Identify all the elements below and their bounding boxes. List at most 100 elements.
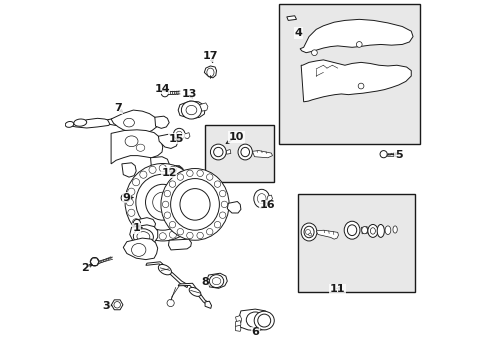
Text: 15: 15 xyxy=(168,134,183,144)
Ellipse shape xyxy=(149,231,156,238)
Polygon shape xyxy=(104,259,106,261)
Ellipse shape xyxy=(221,201,227,208)
Ellipse shape xyxy=(127,209,135,216)
Polygon shape xyxy=(129,225,158,245)
Polygon shape xyxy=(168,239,191,250)
Polygon shape xyxy=(109,257,111,259)
Ellipse shape xyxy=(169,231,176,238)
Ellipse shape xyxy=(169,221,175,228)
Ellipse shape xyxy=(125,163,200,241)
Text: 16: 16 xyxy=(260,200,275,210)
Ellipse shape xyxy=(346,225,356,235)
Ellipse shape xyxy=(167,300,174,307)
Polygon shape xyxy=(111,300,122,310)
Polygon shape xyxy=(393,153,394,155)
Ellipse shape xyxy=(206,68,214,77)
Ellipse shape xyxy=(74,119,86,126)
Polygon shape xyxy=(135,218,155,231)
Ellipse shape xyxy=(125,136,138,147)
Ellipse shape xyxy=(169,166,182,177)
Ellipse shape xyxy=(367,225,377,237)
Polygon shape xyxy=(238,309,271,330)
Ellipse shape xyxy=(159,233,166,240)
Ellipse shape xyxy=(176,131,182,137)
Polygon shape xyxy=(150,157,169,171)
Ellipse shape xyxy=(178,226,185,233)
Text: 5: 5 xyxy=(394,150,402,160)
Ellipse shape xyxy=(177,174,183,180)
Ellipse shape xyxy=(140,226,146,233)
Polygon shape xyxy=(158,134,178,148)
Polygon shape xyxy=(178,101,204,118)
Ellipse shape xyxy=(190,188,197,195)
Ellipse shape xyxy=(213,147,223,157)
Polygon shape xyxy=(301,60,410,102)
Ellipse shape xyxy=(190,209,197,216)
Text: 7: 7 xyxy=(114,103,122,113)
Ellipse shape xyxy=(164,190,170,197)
Ellipse shape xyxy=(305,229,310,234)
Ellipse shape xyxy=(257,314,270,327)
Polygon shape xyxy=(394,153,396,155)
Text: 8: 8 xyxy=(201,277,208,287)
Text: 6: 6 xyxy=(251,327,259,337)
Ellipse shape xyxy=(123,118,134,127)
Ellipse shape xyxy=(180,189,210,220)
Text: 12: 12 xyxy=(161,168,177,178)
Polygon shape xyxy=(177,91,179,95)
Polygon shape xyxy=(123,238,158,260)
Ellipse shape xyxy=(186,170,193,176)
Ellipse shape xyxy=(210,144,226,160)
Ellipse shape xyxy=(121,194,129,202)
Polygon shape xyxy=(286,16,296,21)
Polygon shape xyxy=(235,316,241,323)
Polygon shape xyxy=(316,230,338,239)
Ellipse shape xyxy=(132,219,140,226)
Polygon shape xyxy=(69,118,112,128)
Ellipse shape xyxy=(161,168,228,240)
Ellipse shape xyxy=(161,90,168,97)
Ellipse shape xyxy=(90,257,99,266)
Ellipse shape xyxy=(169,181,175,187)
Ellipse shape xyxy=(145,184,180,220)
Ellipse shape xyxy=(361,226,367,234)
Text: 13: 13 xyxy=(181,89,196,99)
Polygon shape xyxy=(169,166,183,177)
Ellipse shape xyxy=(369,228,375,234)
Bar xyxy=(278,4,419,144)
Ellipse shape xyxy=(197,232,203,239)
Ellipse shape xyxy=(206,229,212,235)
Polygon shape xyxy=(235,320,241,327)
Polygon shape xyxy=(266,195,272,202)
Ellipse shape xyxy=(65,121,74,127)
Ellipse shape xyxy=(159,165,166,172)
Text: 1: 1 xyxy=(132,224,140,233)
Ellipse shape xyxy=(178,171,185,178)
Ellipse shape xyxy=(133,229,153,244)
Ellipse shape xyxy=(379,150,386,158)
Text: 2: 2 xyxy=(81,263,89,273)
Polygon shape xyxy=(184,133,190,139)
Polygon shape xyxy=(386,153,388,156)
Ellipse shape xyxy=(173,129,184,140)
Polygon shape xyxy=(168,91,170,95)
Ellipse shape xyxy=(209,275,223,288)
Polygon shape xyxy=(204,301,211,309)
Ellipse shape xyxy=(131,243,145,256)
Polygon shape xyxy=(145,262,187,288)
Ellipse shape xyxy=(133,220,140,226)
Polygon shape xyxy=(252,150,272,158)
Polygon shape xyxy=(199,103,207,111)
Ellipse shape xyxy=(301,223,316,241)
Ellipse shape xyxy=(197,170,203,176)
Polygon shape xyxy=(389,153,391,155)
Ellipse shape xyxy=(238,144,252,160)
Polygon shape xyxy=(155,116,169,129)
Polygon shape xyxy=(206,273,227,288)
Ellipse shape xyxy=(214,181,220,187)
Polygon shape xyxy=(361,226,367,234)
Ellipse shape xyxy=(170,179,219,230)
Polygon shape xyxy=(99,261,101,264)
Polygon shape xyxy=(391,153,393,155)
Ellipse shape xyxy=(177,229,183,235)
